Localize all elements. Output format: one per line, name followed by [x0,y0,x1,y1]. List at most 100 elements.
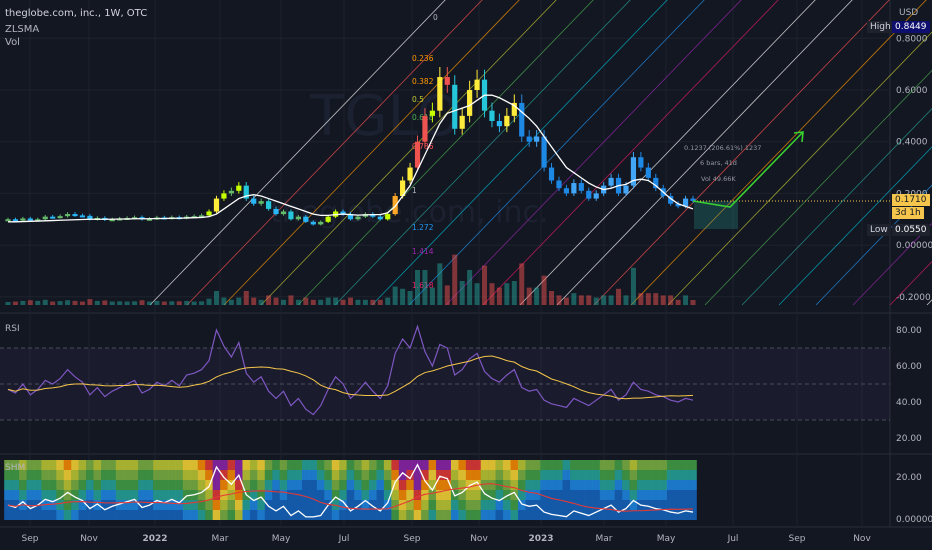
shm-cell [287,490,295,500]
shm-cell [123,500,131,510]
candle-body [377,216,383,220]
shm-cell [63,510,72,520]
shm-cell [242,500,251,510]
candle-body [265,201,272,209]
shm-cell [220,480,228,490]
shm-cell [406,500,414,510]
candle-body [548,167,555,181]
shm-cell [100,500,109,510]
shm-cell [458,500,466,510]
shm-cell [681,500,690,510]
rsi-line [7,324,694,416]
volume-bar [65,300,71,305]
shm-cell [212,490,221,500]
high-label: High [867,21,894,33]
shm-cell [168,510,176,520]
shm-cell [577,500,586,510]
shm-cell [413,480,422,490]
shm-cell [674,480,682,490]
shm-cell [130,500,139,510]
shm-cell [19,490,27,500]
candle-body [310,221,316,225]
shm-cell [4,460,12,470]
shm-cell [108,510,117,520]
shm-cell [629,470,638,480]
shm-cell [547,460,556,470]
shm-cell [227,510,236,520]
zlsma-line [8,94,694,223]
shm-cell [4,490,12,500]
shm-cell [465,510,474,520]
volume-bar [206,298,212,305]
shm-cell [488,510,496,520]
volume-bar [608,295,614,305]
shm-cell [614,470,623,480]
shm-cell [153,500,161,510]
candle-body [20,218,26,221]
volume-bar [169,301,175,305]
fib-level-label: 0.382 [412,77,434,86]
fib-fan-line [371,0,668,306]
shm-cell [331,470,340,480]
shm-cell [584,480,593,490]
shm-cell [130,460,139,470]
shm-cell [272,500,280,510]
shm-cell [383,510,392,520]
time-tick-label: Nov [470,534,488,544]
fib-fan-line [815,184,932,306]
shm-cell [339,500,347,510]
shm-cell [421,480,429,490]
projection-label-1: 0.1237 (206.61%) 1237 [684,144,761,152]
volume-bar [444,285,450,305]
volume-bar [243,291,249,305]
shm-cell [458,480,466,490]
volume-bar [370,299,376,305]
candle-body [280,211,287,215]
candle-body [407,167,413,181]
volume-bar [362,299,368,305]
shm-cell [689,480,697,490]
shm-cell [421,490,429,500]
volume-bar [452,254,458,305]
shm-cell [607,460,615,470]
shm-cell [503,510,511,520]
shm-cell [48,510,57,520]
shm-cell [11,510,20,520]
shm-cell [577,510,586,520]
shm-cell [56,500,64,510]
shm-cell [249,490,258,500]
shm-cell [369,490,377,500]
volume-bar [12,301,18,305]
shm-cell [257,470,265,480]
shm-cell [100,460,109,470]
shm-cell [56,490,64,500]
shm-cell [63,470,72,480]
candle-body [578,183,584,191]
shm-cell [153,490,161,500]
shm-cell [354,460,362,470]
shm-cell [78,490,87,500]
shm-cell [242,480,251,490]
shm-cell [674,490,682,500]
candle-body [392,195,398,215]
shm-cell [26,470,35,480]
volume-bar [295,299,301,305]
fib-fan-line [149,0,446,306]
shm-cell [562,470,571,480]
shm-cell [71,480,79,490]
shm-cell [130,470,139,480]
time-tick-label: Sep [404,534,421,544]
price-tick-label: -0.2000 [896,293,931,303]
shm-cell [227,490,236,500]
volume-bar [586,295,592,305]
volume-bar [288,295,294,305]
shm-cell [100,470,109,480]
shm-cell [138,510,146,520]
time-tick-label: Mar [596,534,613,544]
shm-cell [11,460,20,470]
candle-body [340,211,346,215]
candle-body [534,136,540,142]
shm-cell [607,490,615,500]
shm-cell [264,500,273,510]
